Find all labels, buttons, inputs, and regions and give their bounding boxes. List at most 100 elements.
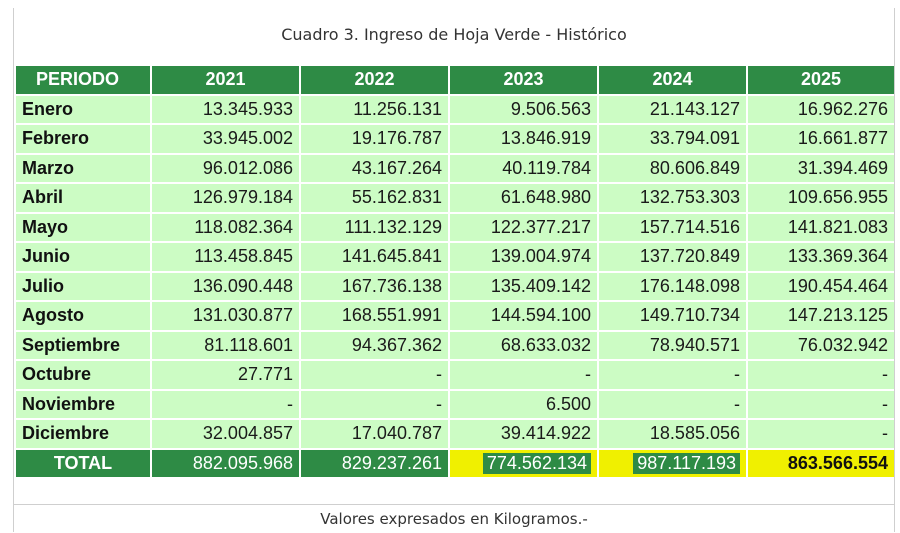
header-period: PERIODO	[16, 66, 150, 94]
value-cell: 13.846.919	[450, 125, 597, 153]
month-cell: Febrero	[16, 125, 150, 153]
table-body: Enero 13.345.933 11.256.131 9.506.563 21.143…	[16, 95, 894, 477]
table-row: Noviembre - -6.500- -	[16, 390, 894, 418]
value-cell: -	[450, 361, 597, 389]
header-year: 2023	[450, 66, 597, 94]
total-value-highlighted: 863.566.554	[748, 449, 894, 477]
value-cell: 149.710.734	[599, 302, 746, 330]
value-cell: 113.458.845	[152, 243, 299, 271]
value-cell: -	[599, 390, 746, 418]
table-row: Junio 113.458.845 141.645.841 139.004.974 13…	[16, 243, 894, 271]
value-cell: 139.004.974	[450, 243, 597, 271]
header-row: PERIODO 2021 2022 2023 2024 2025	[16, 66, 894, 94]
table-row: Mayo 118.082.364 111.132.129 122.377.217 157…	[16, 213, 894, 241]
value-cell: 11.256.131	[301, 95, 448, 123]
month-cell: Agosto	[16, 302, 150, 330]
value-cell: 137.720.849	[599, 243, 746, 271]
total-value: 829.237.261	[301, 449, 448, 477]
header-year: 2021	[152, 66, 299, 94]
value-cell: 118.082.364	[152, 213, 299, 241]
value-cell: 144.594.100	[450, 302, 597, 330]
value-cell: -	[748, 390, 894, 418]
table-frame: Cuadro 3. Ingreso de Hoja Verde - Histór…	[13, 8, 895, 532]
value-cell: 16.661.877	[748, 125, 894, 153]
month-cell: Marzo	[16, 154, 150, 182]
value-cell: 16.962.276	[748, 95, 894, 123]
month-cell: Abril	[16, 184, 150, 212]
value-cell: -	[748, 361, 894, 389]
value-cell: 133.369.364	[748, 243, 894, 271]
value-cell: 55.162.831	[301, 184, 448, 212]
table-row: Octubre 27.771- - - -	[16, 361, 894, 389]
total-label: TOTAL	[16, 449, 150, 477]
value-cell: 9.506.563	[450, 95, 597, 123]
value-cell: 19.176.787	[301, 125, 448, 153]
value-cell: 78.940.571	[599, 331, 746, 359]
value-cell: 61.648.980	[450, 184, 597, 212]
value-cell: 33.794.091	[599, 125, 746, 153]
value-cell: 27.771	[152, 361, 299, 389]
value-cell: 111.132.129	[301, 213, 448, 241]
value-cell: 141.645.841	[301, 243, 448, 271]
value-cell: -	[301, 361, 448, 389]
value-cell: 43.167.264	[301, 154, 448, 182]
month-cell: Diciembre	[16, 420, 150, 448]
total-value-highlighted: 774.562.134	[450, 449, 597, 477]
value-cell: 94.367.362	[301, 331, 448, 359]
total-value: 882.095.968	[152, 449, 299, 477]
month-cell: Junio	[16, 243, 150, 271]
value-cell: 76.032.942	[748, 331, 894, 359]
header-year: 2022	[301, 66, 448, 94]
value-cell: 17.040.787	[301, 420, 448, 448]
table-row: Febrero 33.945.002 19.176.787 13.846.919 33.…	[16, 125, 894, 153]
table-row: Diciembre 32.004.857 17.040.787 39.414.922 1…	[16, 420, 894, 448]
total-row: TOTAL 882.095.968 829.237.261 774.562.13…	[16, 449, 894, 477]
value-cell: 167.736.138	[301, 272, 448, 300]
value-cell: 190.454.464	[748, 272, 894, 300]
total-value-text: 863.566.554	[787, 452, 888, 474]
value-cell: 80.606.849	[599, 154, 746, 182]
historic-table: PERIODO 2021 2022 2023 2024 2025 Enero 13…	[14, 64, 896, 479]
table-row: Enero 13.345.933 11.256.131 9.506.563 21.143…	[16, 95, 894, 123]
total-value-text: 774.562.134	[482, 452, 591, 474]
header-year: 2024	[599, 66, 746, 94]
total-value-text: 987.117.193	[633, 452, 740, 474]
value-cell: 21.143.127	[599, 95, 746, 123]
month-cell: Mayo	[16, 213, 150, 241]
value-cell: 39.414.922	[450, 420, 597, 448]
value-cell: 6.500	[450, 390, 597, 418]
value-cell: 131.030.877	[152, 302, 299, 330]
value-cell: 31.394.469	[748, 154, 894, 182]
value-cell: 135.409.142	[450, 272, 597, 300]
table-footer-note: Valores expresados en Kilogramos.-	[14, 504, 894, 533]
value-cell: 122.377.217	[450, 213, 597, 241]
table-row: Agosto 131.030.877 168.551.991 144.594.100 1…	[16, 302, 894, 330]
value-cell: 132.753.303	[599, 184, 746, 212]
table-title: Cuadro 3. Ingreso de Hoja Verde - Histór…	[281, 25, 627, 44]
value-cell: 126.979.184	[152, 184, 299, 212]
value-cell: 18.585.056	[599, 420, 746, 448]
value-cell: 109.656.955	[748, 184, 894, 212]
value-cell: 81.118.601	[152, 331, 299, 359]
value-cell: 168.551.991	[301, 302, 448, 330]
value-cell: 136.090.448	[152, 272, 299, 300]
value-cell: 96.012.086	[152, 154, 299, 182]
value-cell: 68.633.032	[450, 331, 597, 359]
value-cell: -	[599, 361, 746, 389]
month-cell: Julio	[16, 272, 150, 300]
month-cell: Octubre	[16, 361, 150, 389]
value-cell: 13.345.933	[152, 95, 299, 123]
table-row: Abril 126.979.184 55.162.831 61.648.980 132.…	[16, 184, 894, 212]
value-cell: 40.119.784	[450, 154, 597, 182]
total-value-highlighted: 987.117.193	[599, 449, 746, 477]
value-cell: 176.148.098	[599, 272, 746, 300]
value-cell: -	[301, 390, 448, 418]
value-cell: 32.004.857	[152, 420, 299, 448]
table-row: Septiembre 81.118.601 94.367.362 68.633.032…	[16, 331, 894, 359]
table-row: Marzo 96.012.086 43.167.264 40.119.784 80.60…	[16, 154, 894, 182]
value-cell: 147.213.125	[748, 302, 894, 330]
value-cell: 33.945.002	[152, 125, 299, 153]
value-cell: 157.714.516	[599, 213, 746, 241]
value-cell: 141.821.083	[748, 213, 894, 241]
month-cell: Enero	[16, 95, 150, 123]
